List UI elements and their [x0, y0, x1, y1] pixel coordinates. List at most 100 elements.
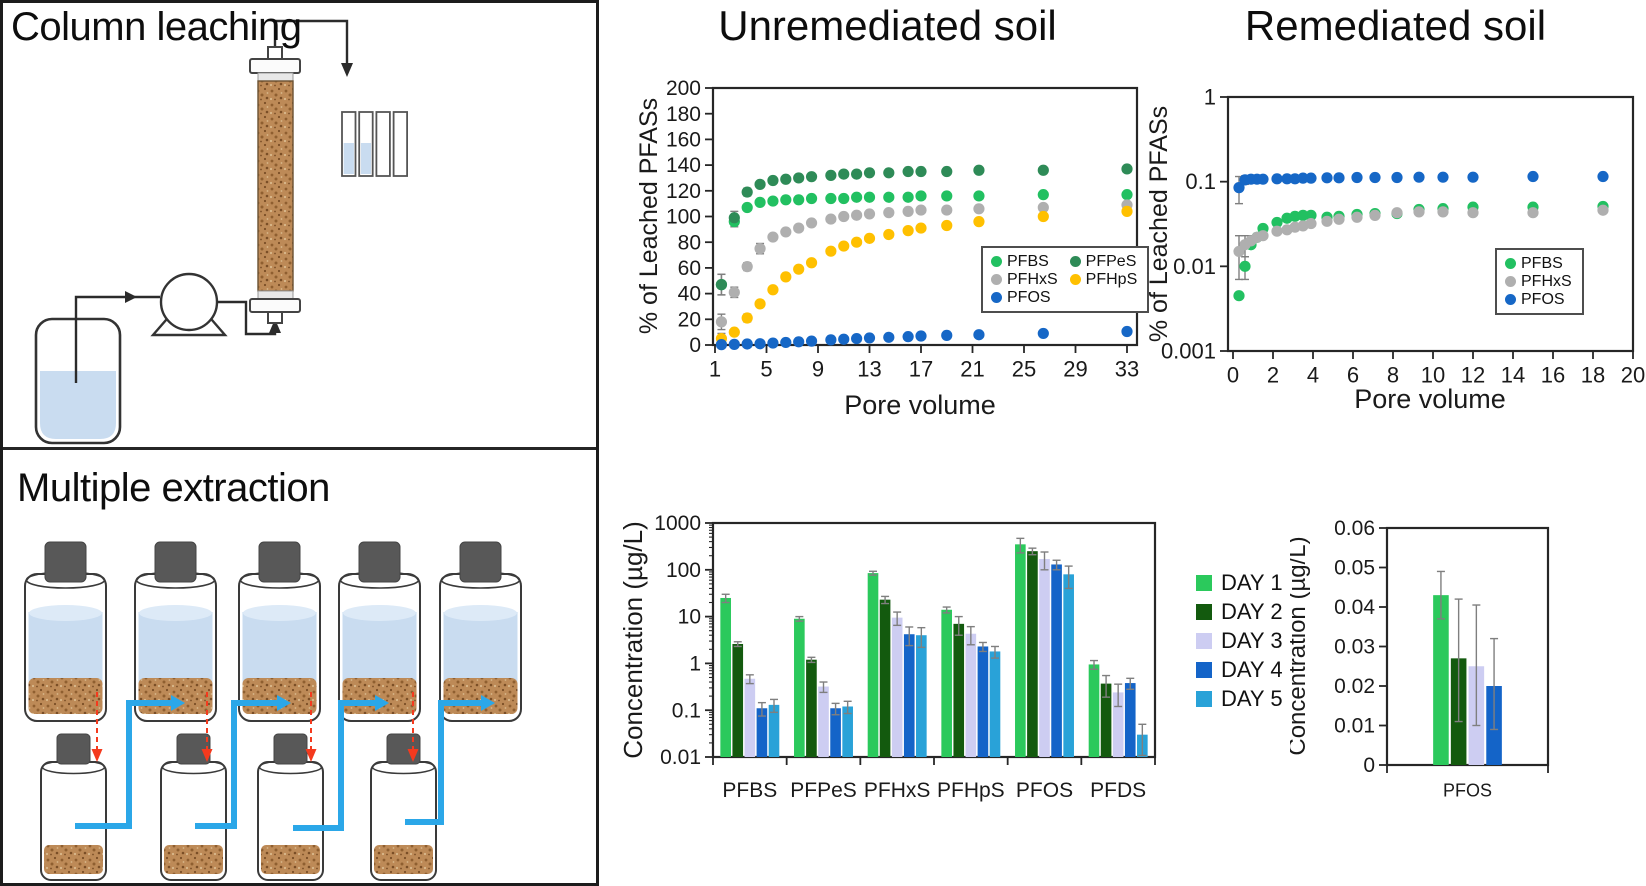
extract-transfer-arrow-icon — [75, 695, 185, 829]
extract-transfer-arrow-icon — [405, 695, 495, 825]
collector-tube — [375, 111, 391, 177]
svg-text:8: 8 — [1387, 363, 1399, 388]
svg-text:33: 33 — [1115, 357, 1139, 382]
series-DAY 4 — [756, 564, 1136, 757]
svg-text:1000: 1000 — [654, 512, 701, 535]
transfer-arrows — [75, 692, 495, 831]
extraction-bottle-large — [24, 541, 107, 722]
reservoir-bottle — [34, 317, 122, 445]
legend-marker-icon — [991, 256, 1002, 267]
x-axis-label: Pore volume — [1354, 384, 1506, 414]
bottle-cap — [44, 541, 87, 583]
svg-text:0.01: 0.01 — [660, 746, 701, 769]
day-legend-label: DAY 4 — [1221, 657, 1283, 682]
svg-text:10: 10 — [1421, 363, 1445, 388]
diagram-panel: Column leaching — [0, 0, 599, 886]
column-frit-top — [257, 72, 294, 82]
bar — [1112, 692, 1124, 757]
svg-text:120: 120 — [666, 180, 701, 203]
legend-swatch-icon — [1196, 633, 1212, 649]
error-bars — [1436, 570, 1499, 731]
bottle-soil — [443, 678, 518, 714]
tick-labels: 0.01 0.1 1 10 100 1000 PFBS PFPeS PFHxS PFHpS PFOS… — [654, 512, 1146, 802]
svg-text:13: 13 — [857, 357, 881, 382]
flow-arrow-right-icon — [125, 291, 137, 303]
unremediated-legend: PFBS PFPeS PFHxS PFHpS PFOS — [981, 246, 1150, 313]
svg-text:4: 4 — [1307, 363, 1319, 388]
svg-text:5: 5 — [760, 357, 772, 382]
extraction-bottles — [24, 541, 522, 881]
day-legend-item-DAY-1: DAY 1 — [1196, 570, 1283, 596]
tick-marks — [705, 522, 1156, 765]
y-axis-label: Concentration (µg/L) — [1290, 536, 1311, 755]
remediated-chart: Remediated soil 0.001 0.01 0.1 1 0 2 4 6 8 10 12 14… — [1145, 0, 1646, 445]
bottle-cap — [459, 541, 502, 583]
svg-text:20: 20 — [1621, 363, 1645, 388]
fraction-collector — [341, 111, 409, 177]
svg-text:17: 17 — [909, 357, 933, 382]
svg-text:0: 0 — [1363, 754, 1375, 777]
svg-text:180: 180 — [666, 103, 701, 126]
tick-marks — [1379, 527, 1549, 773]
category-label: PFHxS — [864, 779, 931, 802]
bars — [720, 544, 1148, 757]
legend-marker-icon — [991, 274, 1002, 285]
bottle-cap — [56, 733, 91, 765]
column-leaching-title: Column leaching — [11, 5, 302, 49]
remediated-plot: 0.001 0.01 0.1 1 0 2 4 6 8 10 12 14 16 18 20% of Leach… — [1145, 0, 1646, 445]
day-legend-label: DAY 1 — [1221, 570, 1283, 595]
svg-text:10: 10 — [678, 606, 701, 629]
bar — [794, 618, 805, 757]
legend-label: PFPeS — [1085, 253, 1137, 270]
bottle-cap — [258, 541, 301, 583]
collected-eluate — [343, 143, 354, 174]
svg-text:20: 20 — [678, 308, 701, 331]
soil-transfer-arrow-icon — [201, 692, 213, 762]
series-DAY 3 — [744, 559, 1124, 757]
svg-text:0.05: 0.05 — [1334, 557, 1375, 580]
bottle-soil — [374, 845, 433, 874]
svg-text:0.1: 0.1 — [1185, 169, 1216, 194]
day-legend-item-DAY-3: DAY 3 — [1196, 628, 1283, 654]
bar — [1124, 683, 1136, 757]
category-label: PFBS — [722, 779, 777, 802]
column-soil-bed — [257, 80, 294, 292]
unremediated-chart: Unremediated soil 0 20 40 60 80 100 120 140 160 1… — [615, 0, 1160, 445]
soil-transfer-arrow-icon — [91, 692, 103, 762]
day-legend-label: DAY 2 — [1221, 599, 1283, 624]
legend-item-PFOS: PFOS — [991, 289, 1058, 306]
legend-item-PFHxS: PFHxS — [1505, 273, 1572, 290]
soil-column — [249, 46, 301, 324]
bar — [756, 708, 768, 757]
bottle-cap — [273, 733, 308, 765]
extraction-bars-plot: 0.01 0.1 1 10 100 1000 PFBS PFPeS PFHxS PFHpS PFOS… — [615, 455, 1175, 830]
legend-item-PFBS: PFBS — [991, 253, 1058, 270]
extraction-bottle-small — [160, 733, 227, 881]
bar — [916, 635, 927, 757]
legend-item-PFHpS: PFHpS — [1069, 271, 1137, 288]
svg-text:0.01: 0.01 — [1334, 715, 1375, 738]
remediated-chart-title: Remediated soil — [1244, 2, 1547, 49]
legend-swatch-icon — [1196, 604, 1212, 620]
legend-label: PFBS — [1007, 253, 1049, 270]
bottle-soil — [164, 845, 223, 874]
bar — [941, 609, 952, 757]
collector-tube — [392, 111, 409, 177]
effluent-tubing — [273, 19, 353, 77]
flow-arrow-up-icon — [269, 319, 281, 333]
svg-text:1: 1 — [1204, 84, 1216, 109]
legend-marker-icon — [1069, 274, 1081, 285]
bar — [879, 599, 891, 757]
series-PFPeS — [715, 163, 1133, 291]
legend-label: PFBS — [1521, 255, 1563, 272]
column-bottom-port — [267, 311, 283, 324]
column-top-cap — [249, 58, 301, 74]
bars — [1433, 595, 1502, 765]
svg-text:200: 200 — [666, 77, 701, 100]
series-DAY 2 — [732, 551, 1112, 757]
y-axis-label: Concentration (µg/L) — [618, 521, 648, 759]
bottle-cap — [154, 541, 197, 583]
svg-text:80: 80 — [678, 231, 701, 254]
